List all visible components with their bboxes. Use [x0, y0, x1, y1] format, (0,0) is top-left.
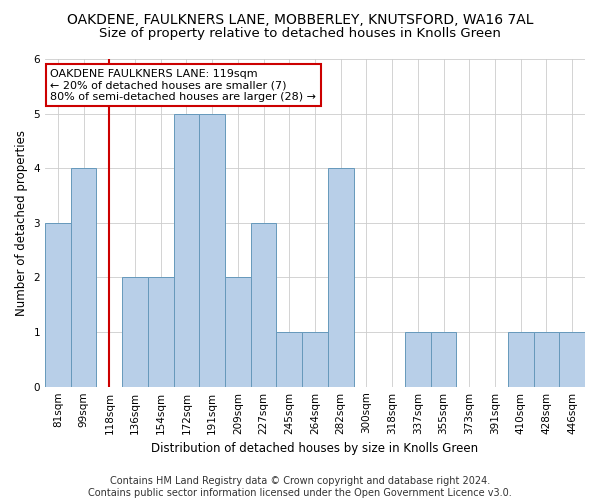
Bar — [328, 168, 353, 386]
Bar — [122, 278, 148, 386]
Bar — [405, 332, 431, 386]
Bar — [148, 278, 173, 386]
Bar — [225, 278, 251, 386]
Bar — [71, 168, 97, 386]
Bar — [45, 223, 71, 386]
Bar — [173, 114, 199, 386]
Text: OAKDENE FAULKNERS LANE: 119sqm
← 20% of detached houses are smaller (7)
80% of s: OAKDENE FAULKNERS LANE: 119sqm ← 20% of … — [50, 69, 316, 102]
Bar — [508, 332, 533, 386]
Bar — [302, 332, 328, 386]
Text: Contains HM Land Registry data © Crown copyright and database right 2024.
Contai: Contains HM Land Registry data © Crown c… — [88, 476, 512, 498]
X-axis label: Distribution of detached houses by size in Knolls Green: Distribution of detached houses by size … — [151, 442, 479, 455]
Bar — [251, 223, 277, 386]
Text: OAKDENE, FAULKNERS LANE, MOBBERLEY, KNUTSFORD, WA16 7AL: OAKDENE, FAULKNERS LANE, MOBBERLEY, KNUT… — [67, 12, 533, 26]
Y-axis label: Number of detached properties: Number of detached properties — [15, 130, 28, 316]
Bar — [559, 332, 585, 386]
Bar — [199, 114, 225, 386]
Bar — [533, 332, 559, 386]
Text: Size of property relative to detached houses in Knolls Green: Size of property relative to detached ho… — [99, 28, 501, 40]
Bar — [277, 332, 302, 386]
Bar — [431, 332, 457, 386]
